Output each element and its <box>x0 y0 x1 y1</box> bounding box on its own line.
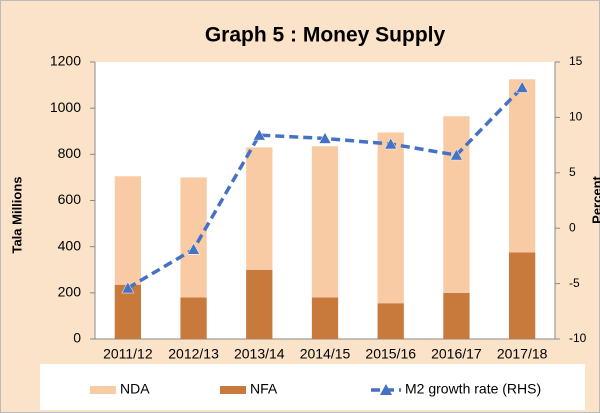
y2-tick-label: 0 <box>569 220 576 234</box>
y2-tick-label: 5 <box>569 165 576 179</box>
legend-swatch <box>220 386 246 394</box>
y-tick-label: 800 <box>58 145 82 161</box>
line-marker <box>252 128 266 141</box>
y-tick-label: 1000 <box>50 99 81 115</box>
legend-marker <box>380 384 392 395</box>
chart-title: Graph 5 : Money Supply <box>205 24 446 47</box>
y-tick-label: 400 <box>58 237 82 253</box>
bar <box>114 176 141 285</box>
line-marker <box>515 80 529 93</box>
x-tick-label: 2017/18 <box>497 346 548 362</box>
line-marker <box>187 242 200 255</box>
legend-label: NDA <box>120 381 150 397</box>
bar <box>246 269 273 339</box>
y2-tick-label: 10 <box>569 110 583 124</box>
y2-tick-label: -5 <box>569 276 580 290</box>
line-marker <box>384 137 398 150</box>
x-tick-label: 2015/16 <box>365 346 416 362</box>
bar <box>377 132 404 304</box>
bar <box>180 297 207 339</box>
bar <box>114 284 141 339</box>
bar <box>443 116 470 293</box>
bar <box>443 292 470 339</box>
bar <box>246 147 273 270</box>
y-axis-title: Tala Millions <box>9 176 24 253</box>
y2-tick-label: 15 <box>569 54 583 68</box>
x-tick-label: 2016/17 <box>431 346 482 362</box>
bar <box>377 303 404 339</box>
legend-swatch <box>90 386 116 394</box>
line-marker <box>450 148 463 161</box>
bar <box>509 79 536 253</box>
legend-label: M2 growth rate (RHS) <box>405 381 541 397</box>
y2-axis-title: Percent <box>589 175 600 223</box>
y-tick-label: 1200 <box>50 53 81 69</box>
x-tick-label: 2014/15 <box>300 346 351 362</box>
x-tick-label: 2013/14 <box>234 346 285 362</box>
line-marker <box>318 131 332 144</box>
y-tick-label: 0 <box>73 330 81 346</box>
bar <box>509 252 536 339</box>
legend-label: NFA <box>250 381 278 397</box>
x-tick-label: 2012/13 <box>168 346 219 362</box>
y2-tick-label: -10 <box>569 331 587 345</box>
y-tick-label: 200 <box>58 284 82 300</box>
line-marker <box>121 281 135 294</box>
y-tick-label: 600 <box>58 191 82 207</box>
x-tick-label: 2011/12 <box>103 346 153 362</box>
legend-box <box>40 364 585 410</box>
bar <box>180 177 207 298</box>
bar <box>311 297 339 339</box>
bar <box>311 146 339 298</box>
